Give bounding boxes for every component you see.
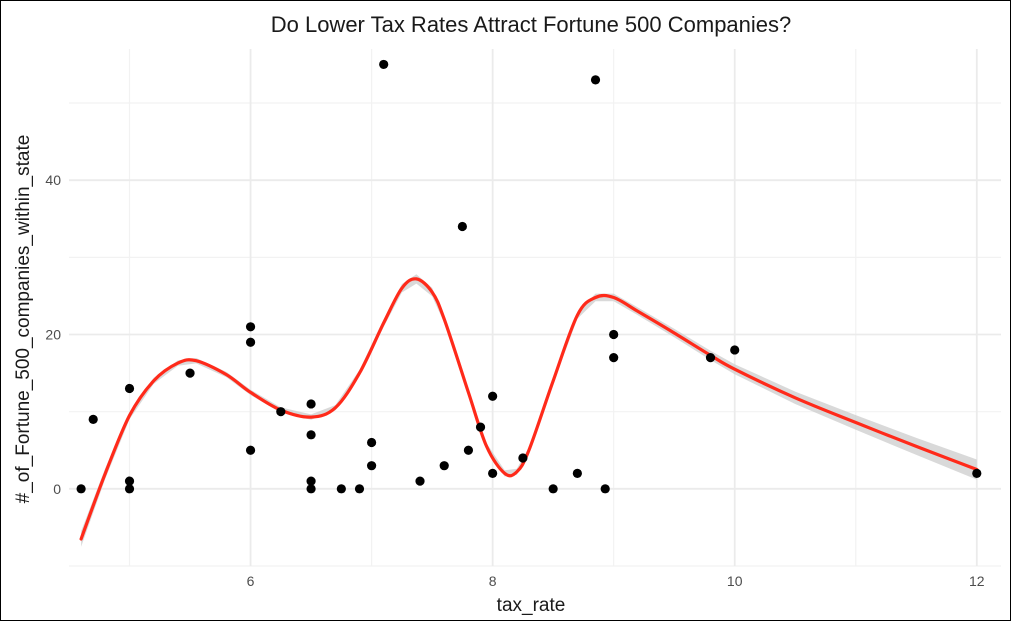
x-tick-label: 6 (247, 573, 255, 589)
x-tick-label: 10 (727, 573, 743, 589)
data-point (488, 391, 498, 401)
data-point (124, 476, 135, 486)
data-point (306, 484, 316, 494)
y-tick-labels: 0 20 40 (45, 172, 61, 497)
data-point (366, 461, 377, 471)
data-point (730, 345, 740, 355)
data-point (379, 59, 389, 70)
data-point (705, 353, 716, 363)
chart-title: Do Lower Tax Rates Attract Fortune 500 C… (271, 12, 792, 37)
data-point (609, 329, 619, 340)
data-point (439, 461, 449, 471)
confidence-band (81, 274, 977, 547)
data-point (245, 337, 256, 347)
data-point (366, 437, 377, 448)
data-point (88, 414, 98, 424)
data-point (354, 484, 365, 494)
data-point (124, 383, 135, 394)
data-point (306, 430, 316, 440)
x-tick-label: 12 (969, 573, 985, 589)
data-point (245, 445, 256, 455)
data-point (609, 353, 619, 363)
data-point (600, 484, 610, 494)
data-point (548, 484, 558, 494)
data-point (245, 322, 256, 332)
data-point (475, 422, 486, 432)
minor-gridlines (69, 49, 1001, 567)
x-tick-label: 8 (489, 573, 497, 589)
points-layer (76, 59, 982, 494)
y-axis-title: #_of_Fortune_500_companies_within_state (13, 135, 34, 504)
major-gridlines (69, 49, 1001, 566)
y-tick-label: 20 (45, 327, 61, 343)
data-point (457, 221, 467, 232)
data-point (306, 399, 316, 409)
data-point (336, 484, 346, 494)
data-point (306, 476, 316, 486)
x-axis-title: tax_rate (497, 595, 566, 616)
data-point (590, 75, 601, 85)
data-point (124, 484, 135, 494)
data-point (76, 484, 86, 494)
confidence-band-layer (81, 274, 977, 547)
smooth-trend-line (79, 277, 979, 541)
smooth-line-layer (79, 277, 979, 541)
data-point (972, 468, 982, 479)
data-point (415, 476, 425, 486)
data-point (518, 453, 528, 463)
data-point (185, 368, 195, 378)
x-tick-labels: 6 8 10 12 (247, 573, 985, 589)
data-point (276, 407, 286, 417)
data-point (463, 445, 474, 455)
data-point (572, 468, 582, 479)
y-tick-label: 40 (45, 172, 61, 188)
y-tick-label: 0 (53, 481, 61, 497)
data-point (488, 468, 498, 479)
